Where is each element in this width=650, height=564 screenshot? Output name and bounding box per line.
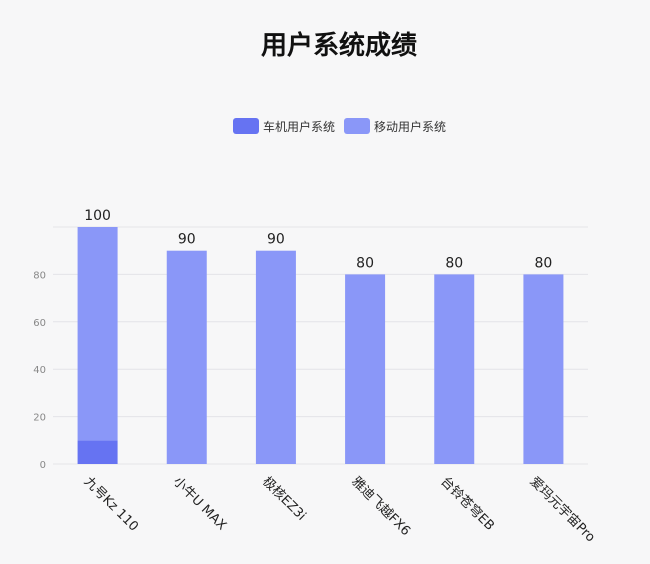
data-label: 80	[356, 255, 374, 271]
data-label: 100	[84, 208, 111, 224]
legend-swatch	[344, 118, 370, 134]
bar-segment	[166, 250, 207, 464]
y-axis: 0 20 40 60 80	[33, 270, 46, 471]
chart-title: 用户系统成绩	[261, 30, 417, 61]
x-tick-label: 九号Kz 110	[81, 474, 141, 534]
data-label: 80	[535, 255, 553, 271]
legend-label: 车机用户系统	[263, 119, 335, 134]
x-tick-label: 爱玛元宇宙Pro	[527, 474, 598, 545]
y-tick-label: 80	[33, 270, 46, 281]
x-axis: 九号Kz 110 小牛U MAX 极核EZ3i 雅迪飞越FX6 台铃苍穹EB 爱玛元宇宙P…	[81, 474, 598, 546]
bar-segment	[77, 440, 118, 464]
y-tick-label: 40	[33, 365, 46, 376]
data-label: 80	[445, 255, 463, 271]
data-label: 90	[178, 232, 196, 248]
bar-segment	[523, 274, 564, 464]
bar-segment	[255, 250, 296, 464]
y-tick-label: 20	[33, 413, 46, 424]
data-labels: 100 90 90 80 80 80	[84, 208, 552, 271]
y-tick-label: 60	[33, 318, 46, 329]
legend-swatch	[233, 118, 259, 134]
bar-segment	[434, 274, 475, 464]
bars	[77, 227, 564, 464]
data-label: 90	[267, 232, 285, 248]
grid-lines	[53, 226, 588, 465]
bar-segment	[345, 274, 386, 464]
legend: 车机用户系统 移动用户系统	[233, 118, 446, 134]
y-tick-label: 0	[40, 460, 46, 471]
x-tick-label: 极核EZ3i	[259, 474, 309, 524]
x-tick-label: 小牛U MAX	[170, 474, 229, 533]
bar-segment	[77, 227, 118, 441]
x-tick-label: 台铃苍穹EB	[437, 474, 497, 534]
x-tick-label: 雅迪飞越FX6	[348, 474, 413, 539]
legend-label: 移动用户系统	[374, 119, 446, 134]
